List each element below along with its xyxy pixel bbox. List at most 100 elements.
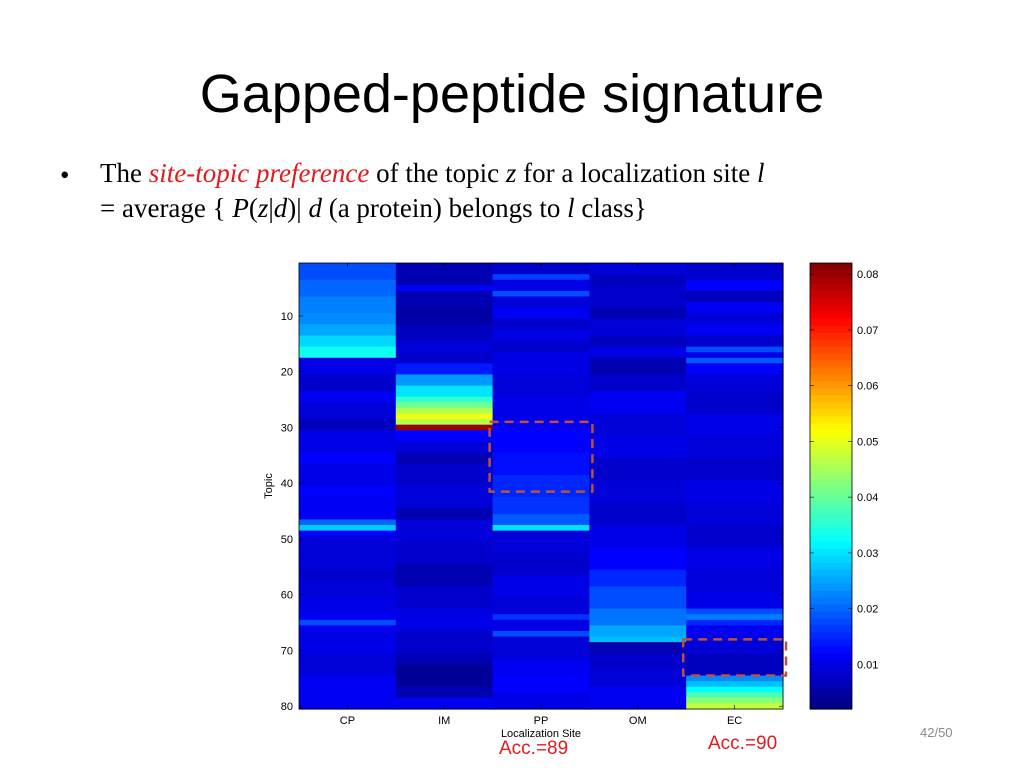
heatmap-cell	[492, 675, 590, 693]
colorbar-step	[810, 325, 852, 334]
colorbar-step	[810, 492, 852, 501]
bullet-part: of the topic	[369, 158, 506, 188]
heatmap-cell	[299, 430, 397, 454]
heatmap-cell	[686, 413, 784, 437]
heatmap-cell	[589, 391, 687, 415]
heatmap-cell	[589, 642, 687, 654]
bullet-part: The	[100, 158, 149, 188]
heatmap-cell	[686, 569, 784, 593]
heatmap-cell	[299, 419, 397, 431]
heatmap-cell	[299, 374, 397, 392]
colorbar-step	[810, 611, 852, 620]
heatmap-cell	[395, 486, 494, 509]
heatmap-cell	[395, 419, 494, 426]
bullet-part: (	[248, 193, 258, 223]
heatmap-cell	[492, 374, 590, 398]
heatmap-cell	[492, 597, 590, 615]
heatmap-cell	[299, 614, 397, 621]
heatmap-cell	[686, 391, 784, 415]
heatmap-cell	[686, 346, 784, 353]
heatmap-cell	[492, 513, 590, 526]
heatmap-cell	[492, 419, 590, 431]
heatmap-cell	[492, 307, 590, 320]
heatmap-cell	[492, 619, 590, 632]
colorbar-step	[810, 346, 852, 355]
heatmap-cell	[299, 324, 397, 337]
heatmap-cell	[395, 508, 494, 521]
colorbar-step	[810, 269, 852, 278]
acc-ec-label: Acc.=90	[708, 733, 778, 754]
heatmap-cell	[686, 502, 784, 526]
heatmap-cell	[492, 530, 590, 554]
heatmap-cell	[299, 486, 397, 498]
heatmap-cell	[395, 385, 494, 398]
colorbar-step	[810, 646, 852, 654]
colorbar-step	[810, 681, 852, 689]
heatmap-cell	[299, 597, 397, 615]
y-axis-label: Topic	[263, 473, 275, 499]
heatmap-cell	[492, 274, 590, 281]
heatmap-cell	[589, 653, 687, 671]
x-tick-label: OM	[629, 715, 647, 727]
heatmap-cell	[686, 352, 784, 359]
colorbar-step	[810, 674, 852, 682]
x-tick-label: IM	[438, 715, 450, 727]
colorbar-step	[810, 632, 852, 640]
var-l: l	[567, 193, 575, 223]
bullet-text: The site-topic preference of the topic z…	[100, 156, 980, 226]
heatmap-cell	[299, 313, 397, 325]
heatmap-cell	[589, 458, 687, 482]
heatmap-cell	[299, 530, 397, 537]
heatmap-cell	[686, 619, 784, 626]
heatmap-cell	[395, 430, 494, 442]
heatmap-cell	[395, 541, 494, 565]
heatmap-cell	[395, 564, 494, 587]
heatmap-cell	[395, 290, 494, 309]
heatmap-cell	[686, 681, 784, 688]
heatmap-cell	[492, 575, 590, 599]
heatmap-cell	[589, 413, 687, 437]
heatmap-cell	[589, 669, 687, 688]
var-z: z	[257, 193, 269, 223]
colorbar-tick-label: 0.05	[857, 436, 878, 448]
heatmap-cell	[299, 463, 397, 487]
highlight-term: site-topic preference	[148, 158, 370, 188]
y-tick-label: 30	[281, 422, 293, 434]
colorbar-step	[810, 472, 852, 480]
colorbar-step	[810, 639, 852, 647]
heatmap-cell	[686, 263, 784, 281]
heatmap-cell	[686, 686, 784, 693]
heatmap-cell	[492, 614, 590, 621]
heatmap-cell	[492, 552, 590, 576]
colorbar-step	[810, 534, 852, 543]
heatmap-cell	[492, 658, 590, 677]
colorbar-step	[810, 506, 852, 515]
heatmap-cell	[589, 547, 687, 571]
colorbar-step	[810, 688, 852, 696]
heatmap-cell	[686, 363, 784, 376]
heatmap-cell	[686, 279, 784, 292]
colorbar-step	[810, 520, 852, 529]
x-axis-label: Localization Site	[501, 728, 581, 740]
heatmap-cell	[589, 569, 687, 587]
heatmap-cell	[299, 263, 397, 281]
heatmap-cell	[589, 636, 687, 643]
y-tick-label: 40	[281, 478, 293, 490]
heatmap-cell	[395, 424, 494, 431]
heatmap-cell	[395, 519, 494, 543]
heatmap-cell	[299, 335, 397, 348]
heatmap-cell	[395, 413, 494, 420]
bullet-part: )|	[287, 193, 309, 223]
heatmap-cell	[299, 580, 397, 599]
colorbar-step	[810, 423, 852, 431]
heatmap-cell	[589, 435, 687, 459]
heatmap-cell	[589, 480, 687, 504]
heatmap-cell	[299, 675, 397, 710]
heatmap-cell	[395, 608, 494, 632]
heatmap-cell	[686, 675, 784, 682]
heatmap-cell	[299, 346, 397, 359]
heatmap-cell	[492, 497, 590, 515]
heatmap-cell	[686, 480, 784, 504]
colorbar-step	[810, 618, 852, 626]
heatmap-cell	[299, 525, 397, 532]
